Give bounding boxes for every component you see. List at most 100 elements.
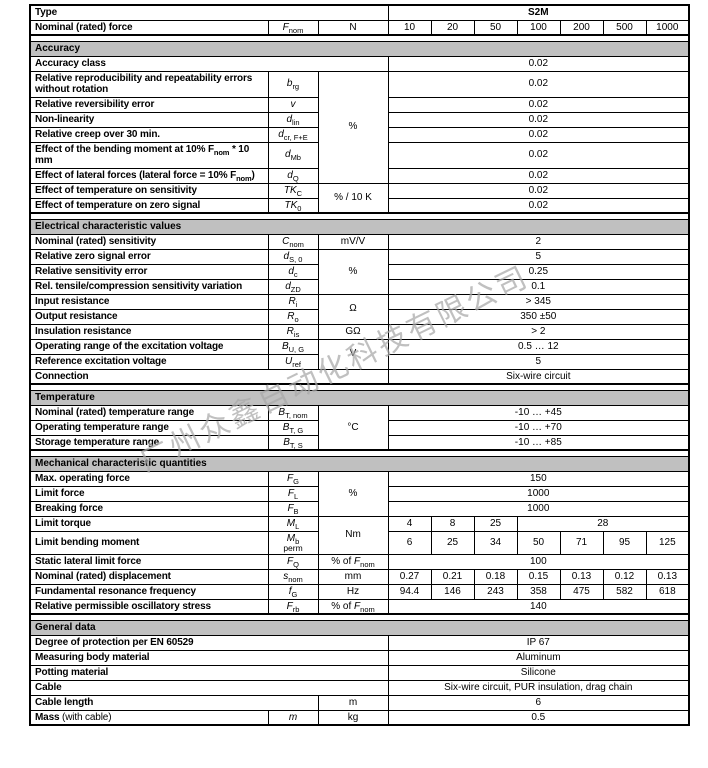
value-cell: 0.5 bbox=[387, 709, 690, 726]
row-label-cell: Limit force bbox=[29, 485, 269, 502]
value-cell: Six-wire circuit bbox=[387, 368, 690, 385]
value-cell: 0.21 bbox=[430, 568, 475, 585]
unit-cell: % bbox=[317, 70, 389, 184]
symbol-cell: dMb bbox=[267, 141, 319, 169]
value-cell: 0.25 bbox=[387, 263, 690, 280]
section-header-row: Temperature bbox=[29, 389, 690, 406]
value-cell: 0.1 bbox=[387, 278, 690, 295]
row-label-cell: Reference excitation voltage bbox=[29, 353, 269, 370]
value-cell: -10 … +85 bbox=[387, 434, 690, 451]
value-cell: 100 bbox=[387, 553, 690, 570]
table-row: Relative reversibility error v 0.02 bbox=[29, 96, 690, 113]
value-cell: 25 bbox=[473, 515, 518, 532]
table-row: Relative permissible oscillatory stress F… bbox=[29, 598, 690, 615]
section-header-cell: Electrical characteristic values bbox=[29, 218, 690, 235]
table-row: Insulation resistance Ris GΩ > 2 bbox=[29, 323, 690, 340]
table-row: Relative reproducibility and repeatabili… bbox=[29, 70, 690, 184]
row-label-cell: Relative reproducibility and repeatabili… bbox=[29, 70, 269, 98]
symbol-cell: Mb perm bbox=[267, 530, 319, 555]
value-cell: 0.27 bbox=[387, 568, 432, 585]
row-label-cell: Static lateral limit force bbox=[29, 553, 269, 570]
section-header-cell: Accuracy bbox=[29, 40, 690, 57]
symbol-cell: FB bbox=[267, 500, 319, 517]
unit-cell: Nm bbox=[317, 515, 389, 555]
unit-cell: °C bbox=[317, 404, 389, 451]
symbol-cell: FL bbox=[267, 485, 319, 502]
row-label-cell: Input resistance bbox=[29, 293, 269, 310]
value-cell: Six-wire circuit, PUR insulation, drag c… bbox=[387, 679, 690, 696]
value-cell: 0.15 bbox=[516, 568, 561, 585]
symbol-cell: BT, nom bbox=[267, 404, 319, 421]
value-cell: 350 ±50 bbox=[387, 308, 690, 325]
value-cell: 5 bbox=[387, 248, 690, 265]
row-label-cell: Cable bbox=[29, 679, 389, 696]
table-row: Mass (with cable) m kg 0.5 bbox=[29, 709, 690, 726]
row-label-cell: Measuring body material bbox=[29, 649, 389, 666]
value-cell: 34 bbox=[473, 530, 518, 555]
row-label-cell: Connection bbox=[29, 368, 389, 385]
symbol-cell: FQ bbox=[267, 553, 319, 570]
section-header-cell: General data bbox=[29, 619, 690, 636]
value-cell: > 345 bbox=[387, 293, 690, 310]
value-cell: 0.02 bbox=[387, 141, 690, 169]
symbol-cell: Ris bbox=[267, 323, 319, 340]
unit-cell: % / 10 K bbox=[317, 182, 389, 214]
table-row: Relative sensitivity error dc 0.25 bbox=[29, 263, 690, 280]
table-row: Static lateral limit force FQ% of Fnom 100 bbox=[29, 553, 690, 570]
symbol-cell: ML bbox=[267, 515, 319, 532]
table-row: Connection Six-wire circuit bbox=[29, 368, 690, 385]
symbol-cell: TK0 bbox=[267, 197, 319, 214]
unit-cell: Ω bbox=[317, 293, 389, 325]
row-label-cell: Breaking force bbox=[29, 500, 269, 517]
symbol-cell: dlin bbox=[267, 111, 319, 128]
value-cell: 200 bbox=[559, 19, 604, 36]
symbol-cell: BT, S bbox=[267, 434, 319, 451]
value-cell: > 2 bbox=[387, 323, 690, 340]
value-cell: 0.02 bbox=[387, 126, 690, 143]
value-cell: Aluminum bbox=[387, 649, 690, 666]
table-row: Input resistance Ri Ω > 345 bbox=[29, 293, 690, 325]
row-label-cell: Nominal (rated) force bbox=[29, 19, 269, 36]
symbol-cell: Ro bbox=[267, 308, 319, 325]
value-cell: 146 bbox=[430, 583, 475, 600]
table-row: Nominal (rated) sensitivity Cnom mV/V 2 bbox=[29, 233, 690, 250]
symbol-cell: Frb bbox=[267, 598, 319, 615]
value-cell: 1000 bbox=[645, 19, 690, 36]
value-cell: 125 bbox=[645, 530, 690, 555]
table-row: Cable length m 6 bbox=[29, 694, 690, 711]
row-label-cell: Relative sensitivity error bbox=[29, 263, 269, 280]
symbol-cell: Cnom bbox=[267, 233, 319, 250]
value-cell: S2M bbox=[387, 4, 690, 21]
value-cell: 0.13 bbox=[559, 568, 604, 585]
value-cell: 20 bbox=[430, 19, 475, 36]
table-row: Max. operating force FG% 150 bbox=[29, 470, 690, 517]
value-cell: 0.02 bbox=[387, 167, 690, 184]
section-header-row: General data bbox=[29, 619, 690, 636]
value-cell: 4 bbox=[387, 515, 432, 532]
unit-cell: mV/V bbox=[317, 233, 389, 250]
row-label-cell: Rel. tensile/compression sensitivity var… bbox=[29, 278, 269, 295]
table-row: Cable Six-wire circuit, PUR insulation, d… bbox=[29, 679, 690, 696]
table-row: Operating temperature range BT, G -10 … +7… bbox=[29, 419, 690, 436]
value-cell: 475 bbox=[559, 583, 604, 600]
table-row: Limit force FL 1000 bbox=[29, 485, 690, 502]
value-cell: 8 bbox=[430, 515, 475, 532]
value-cell: 71 bbox=[559, 530, 604, 555]
unit-cell: % of Fnom bbox=[317, 598, 389, 615]
row-label-cell: Nominal (rated) displacement bbox=[29, 568, 269, 585]
value-cell: 50 bbox=[473, 19, 518, 36]
value-cell: 150 bbox=[387, 470, 690, 487]
row-label-cell: Output resistance bbox=[29, 308, 269, 325]
row-label-cell: Relative reversibility error bbox=[29, 96, 269, 113]
symbol-cell: snom bbox=[267, 568, 319, 585]
unit-cell: GΩ bbox=[317, 323, 389, 340]
symbol-cell: m bbox=[267, 709, 319, 726]
table-row: Type S2M bbox=[29, 4, 690, 21]
value-cell: 0.18 bbox=[473, 568, 518, 585]
value-cell: 0.5 … 12 bbox=[387, 338, 690, 355]
value-cell: 140 bbox=[387, 598, 690, 615]
value-cell: 10 bbox=[387, 19, 432, 36]
value-cell: 1000 bbox=[387, 500, 690, 517]
symbol-cell: fG bbox=[267, 583, 319, 600]
row-label-cell: Effect of temperature on zero signal bbox=[29, 197, 269, 214]
